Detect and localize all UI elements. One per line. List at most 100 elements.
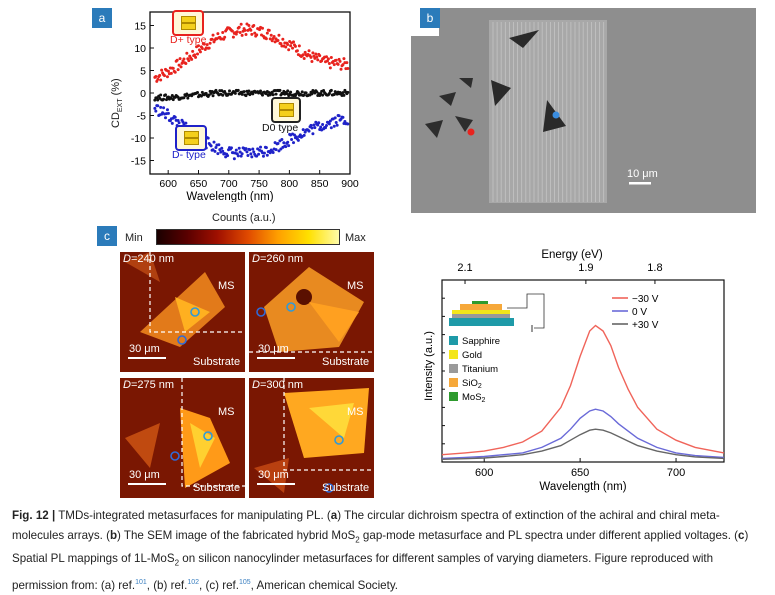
cd-point-d-type [284,45,288,49]
cd-point-d0-type [346,90,350,94]
cd-point-d-type [284,145,288,149]
cd-point-d-type [277,33,281,37]
cd-point-d-type [257,152,261,156]
cd-point-d-type [289,44,293,48]
cd-point-d-type [243,28,247,32]
blue-marker [552,111,560,119]
marker-ms [203,431,213,441]
cd-point-d0-type [259,89,263,93]
cd-point-d-type [301,128,305,132]
cd-point-d-type [230,29,234,33]
cd-point-d-type [332,124,336,128]
cd-point-d-type [185,51,189,55]
cd-ytick-label: -10 [131,133,146,145]
pl-series-0 [441,324,725,456]
pl-map-tile: D=260 nm MS 30 μm Substrate [249,252,374,372]
cd-point-d0-type [244,94,248,98]
cd-point-d-type [328,66,332,70]
cd-point-d-type [244,147,248,151]
cd-point-d-type [312,54,316,58]
pl-xtick-label: 700 [667,467,685,479]
cd-point-d-type [329,55,333,59]
cd-xtick-label: 900 [341,178,359,190]
cd-point-d-type [231,35,235,39]
cd-point-d-type [255,154,259,158]
cd-point-d-type [209,144,213,148]
cd-point-d0-type [196,90,200,94]
inset-legend-label: Gold [462,350,482,361]
pl-legend-label: −30 V [632,294,659,305]
cd-point-d-type [286,140,290,144]
cd-point-d-type [309,55,313,59]
cd-point-d-type [282,141,286,145]
cd-point-d-type [291,46,295,50]
cd-point-d-type [238,30,242,34]
cd-xtick-label: 750 [250,178,268,190]
cd-point-d-type [264,146,268,150]
inset-mos2-layer [472,301,488,304]
cd-point-d-type [229,146,233,150]
d0-label: D0 type [262,122,299,134]
cd-point-d-type [338,59,342,63]
cd-point-d-type [191,49,195,53]
tile-substrate-label: Substrate [193,482,241,494]
cd-ytick-label: 5 [140,66,146,78]
cd-point-d-type [164,116,168,120]
cd-point-d-type [297,44,301,48]
cd-point-d-type [207,46,211,50]
cd-point-d0-type [341,91,345,95]
cd-point-d0-type [260,93,264,97]
cd-point-d-type [234,148,238,152]
cd-point-d-type [206,136,210,140]
cd-point-d-type [279,147,283,151]
d0-icon [271,97,301,123]
cd-point-d-type [196,44,200,48]
cd-point-d-type [216,152,220,156]
cd-point-d-type [202,42,206,46]
inset-wire [507,293,545,329]
cd-point-d-type [332,63,336,67]
cd-point-d-type [250,155,254,159]
cd-xlabel: Wavelength (nm) [186,191,273,202]
cd-point-d-type [302,56,306,60]
pl-top-tick-label: 1.8 [647,262,662,274]
cd-point-d-type [261,154,265,158]
cd-point-d-type [198,50,202,54]
cd-point-d-type [279,42,283,46]
cd-point-d-type [287,48,291,52]
cd-point-d-type [238,150,242,154]
cd-point-d0-type [300,90,304,94]
marker-ms [334,435,344,445]
cd-point-d-type [177,121,181,125]
cd-point-d-type [255,33,259,37]
inset-legend-swatch [449,364,458,373]
tile-scale-label: 30 μm [129,469,160,481]
cd-point-d0-type [342,93,346,97]
cd-point-d-type [236,154,240,158]
marker-ms [190,307,200,317]
cd-point-d0-type [233,91,237,95]
cd-point-d-type [346,67,350,71]
cd-point-d-type [328,119,332,123]
cd-point-d-type [314,52,318,56]
cd-point-d0-type [242,90,246,94]
cd-point-d-type [246,153,250,157]
cd-point-d-type [251,147,255,151]
cd-point-d-type [216,32,220,36]
cd-point-d0-type [182,96,186,100]
cd-ytick-label: 0 [140,88,146,100]
cd-point-d0-type [278,88,282,92]
cd-point-d-type [214,146,218,150]
cd-point-d-type [235,30,239,34]
cd-point-d-type [221,31,225,35]
cd-point-d-type [239,22,243,26]
tile-d-label: D=300 nm [252,379,304,391]
cd-point-d-type [336,62,340,66]
cd-point-d-type [335,123,339,127]
cd-point-d-type [321,123,325,127]
cd-ytick-label: -5 [137,111,146,123]
pl-legend-label: 0 V [632,307,647,318]
cd-point-d-type [170,121,174,125]
cd-point-d-type [324,123,328,127]
cd-point-d-type [302,133,306,137]
